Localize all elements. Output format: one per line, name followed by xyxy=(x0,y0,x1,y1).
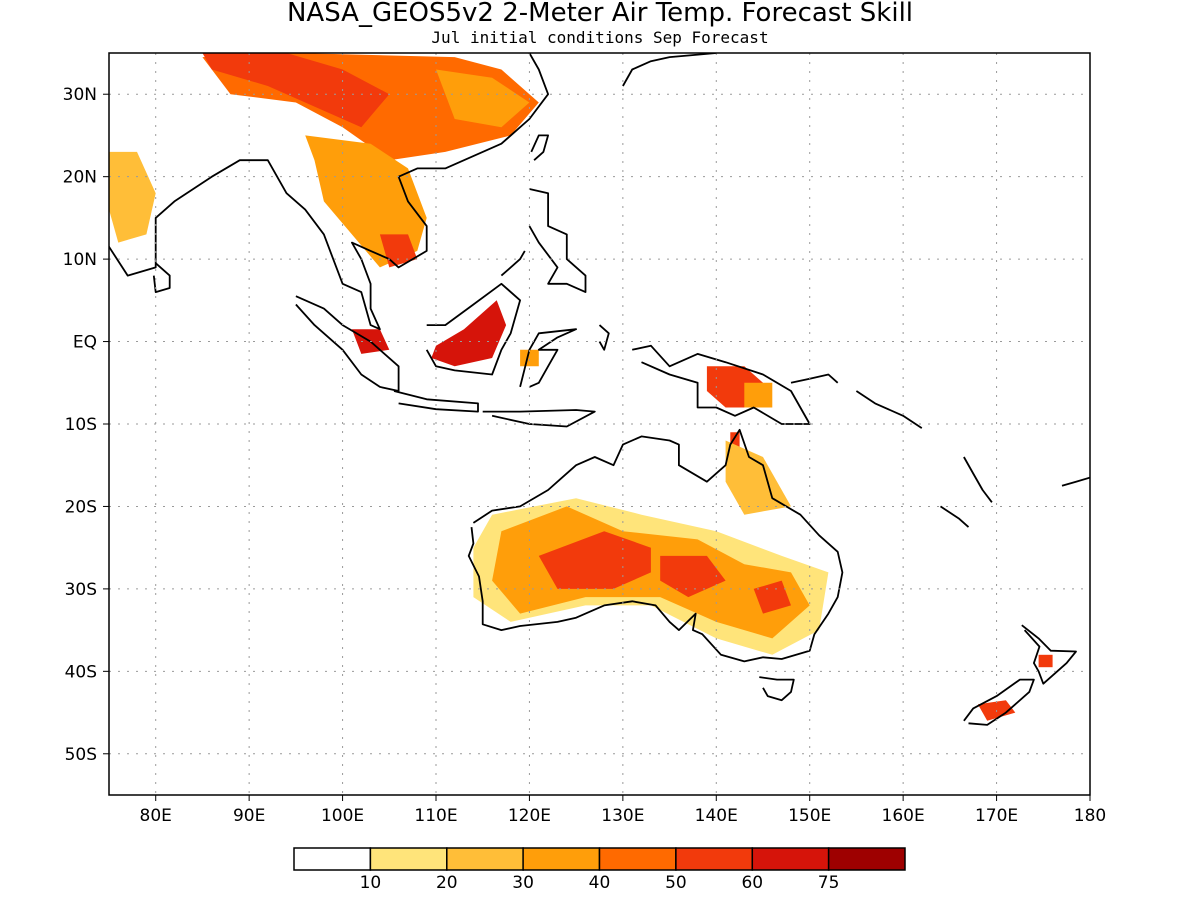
legend-label-20: 20 xyxy=(436,873,458,893)
coastline-asia xyxy=(109,53,549,331)
coastline-new-caledonia xyxy=(940,505,970,528)
skill-region-australia-red-c xyxy=(753,580,791,614)
coastline-tasmania xyxy=(759,676,795,702)
legend-swatch-2 xyxy=(446,847,524,871)
coastline-solomon-islands xyxy=(855,390,923,429)
coastline-sri-lanka xyxy=(152,262,171,293)
coastline-sumatra xyxy=(295,295,400,392)
graticule-layer xyxy=(109,53,1090,795)
map-subtitle: Jul initial conditions Sep Forecast xyxy=(431,28,768,47)
skill-region-china-east xyxy=(436,69,530,128)
legend-swatch-5 xyxy=(675,847,754,871)
legend-swatch-7 xyxy=(827,847,906,871)
skill-region-india-west xyxy=(109,151,156,243)
skill-region-cape-york-yellow xyxy=(725,440,791,515)
skill-shading-layer xyxy=(109,53,1053,721)
legend-label-10: 10 xyxy=(360,873,382,893)
lon-label-130e: 130E xyxy=(601,806,644,826)
skill-region-new-guinea-orange xyxy=(744,382,773,408)
lon-label-100e: 100E xyxy=(321,806,364,826)
lat-label-50s: 50S xyxy=(65,745,97,765)
lon-label-140e: 140E xyxy=(695,806,738,826)
lon-label-120e: 120E xyxy=(508,806,551,826)
lat-label-30n: 30N xyxy=(63,85,97,105)
coastline-layer xyxy=(109,53,1090,726)
legend-label-50: 50 xyxy=(665,873,687,893)
coastline-japan xyxy=(622,53,718,87)
lat-label-20s: 20S xyxy=(65,497,97,517)
skill-region-borneo xyxy=(431,300,507,367)
latitude-tick-labels: 30N 20N 10N EQ 10S 20S 30S 40S 50S xyxy=(63,85,109,765)
legend-label-60: 60 xyxy=(741,873,763,893)
lat-label-40s: 40S xyxy=(65,662,97,682)
lat-label-eq: EQ xyxy=(73,333,97,353)
coastline-borneo xyxy=(425,282,521,376)
legend-swatch-0 xyxy=(293,847,372,871)
coastline-sulawesi xyxy=(519,328,577,388)
legend-label-30: 30 xyxy=(512,873,534,893)
lon-label-80e: 80E xyxy=(140,806,172,826)
lon-label-110e: 110E xyxy=(414,806,457,826)
longitude-tick-labels: 80E 90E 100E 110E 120E 130E 140E 150E 160E 170E 18… xyxy=(140,795,1106,826)
skill-region-nz-north xyxy=(1038,654,1053,668)
map-frame xyxy=(108,52,1091,796)
lon-label-150e: 150E xyxy=(788,806,831,826)
lat-label-30s: 30S xyxy=(65,580,97,600)
coastline-australia xyxy=(467,428,844,663)
coastline-halmahera xyxy=(598,324,610,351)
coastline-taiwan xyxy=(530,134,549,161)
legend-swatch-6 xyxy=(751,847,830,871)
coastline-fiji xyxy=(1061,476,1090,487)
legend-label-75: 75 xyxy=(818,873,840,893)
lon-label-90e: 90E xyxy=(233,806,265,826)
skill-region-sulawesi-spot xyxy=(520,349,539,367)
color-legend: 10 20 30 40 50 60 75 xyxy=(293,847,906,893)
legend-label-40: 40 xyxy=(589,873,611,893)
coastline-nz-north-island xyxy=(1021,624,1077,685)
coastline-nz-south-island xyxy=(963,678,1035,726)
coastline-bismarck xyxy=(790,373,839,384)
coastline-new-guinea xyxy=(632,344,811,425)
coastline-palawan xyxy=(500,250,526,277)
lat-label-10n: 10N xyxy=(63,250,97,270)
lat-label-10s: 10S xyxy=(65,415,97,435)
skill-region-australia-red-b xyxy=(660,555,726,598)
lon-label-180: 180 xyxy=(1074,806,1106,826)
lon-label-170e: 170E xyxy=(975,806,1018,826)
legend-swatch-3 xyxy=(522,847,601,871)
coastline-vanuatu xyxy=(963,456,993,503)
coastline-philippines xyxy=(528,188,587,293)
legend-swatch-1 xyxy=(369,847,448,871)
skill-region-australia-red-a xyxy=(538,531,651,589)
coastline-java xyxy=(393,390,479,413)
legend-swatch-4 xyxy=(598,847,677,871)
map-title: NASA_GEOS5v2 2-Meter Air Temp. Forecast … xyxy=(287,0,913,28)
lat-label-20n: 20N xyxy=(63,168,97,188)
lon-label-160e: 160E xyxy=(882,806,925,826)
